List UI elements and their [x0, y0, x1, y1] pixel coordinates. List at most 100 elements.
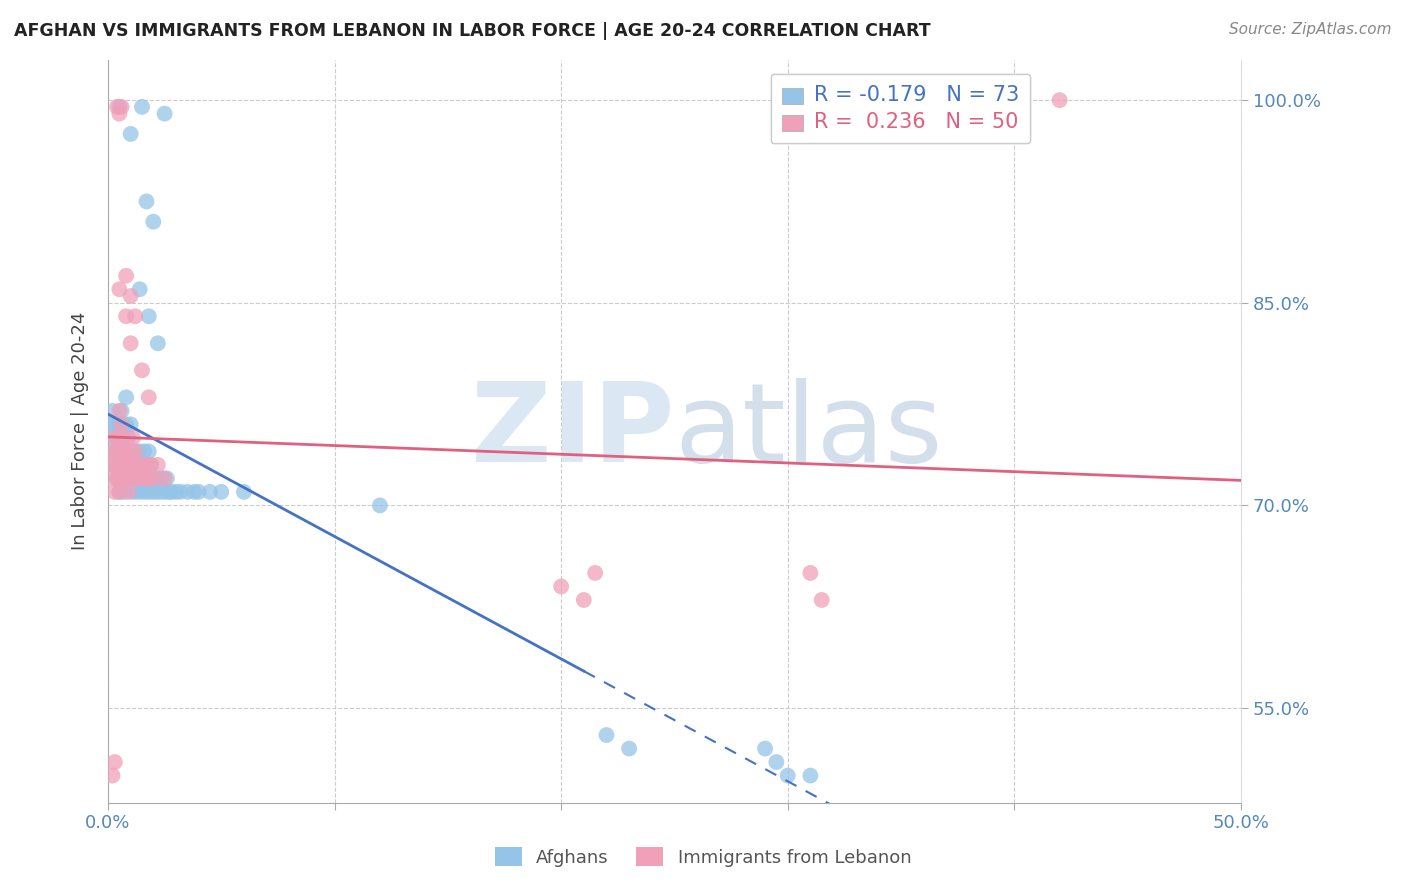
Point	[105, 471, 128, 485]
Point	[110, 471, 132, 485]
Point	[617, 741, 640, 756]
Point	[572, 593, 595, 607]
Point	[108, 484, 131, 499]
Point	[120, 444, 142, 458]
Point	[128, 444, 150, 458]
Point	[134, 471, 156, 485]
Point	[112, 458, 135, 472]
Point	[124, 444, 146, 458]
Point	[105, 444, 128, 458]
Point	[120, 471, 142, 485]
Point	[146, 336, 169, 351]
Point	[120, 417, 142, 432]
Point	[104, 431, 127, 445]
Point	[209, 484, 232, 499]
Point	[120, 444, 142, 458]
Point	[108, 484, 131, 499]
Point	[115, 268, 138, 283]
Point	[153, 106, 176, 120]
Point	[187, 484, 209, 499]
Point	[115, 471, 138, 485]
Point	[108, 106, 131, 120]
Point	[105, 471, 128, 485]
Point	[104, 755, 127, 769]
Point	[104, 417, 127, 432]
Point	[110, 417, 132, 432]
Point	[108, 100, 131, 114]
Point	[127, 458, 149, 472]
Point	[115, 471, 138, 485]
Point	[765, 755, 787, 769]
Point	[110, 444, 132, 458]
Text: AFGHAN VS IMMIGRANTS FROM LEBANON IN LABOR FORCE | AGE 20-24 CORRELATION CHART: AFGHAN VS IMMIGRANTS FROM LEBANON IN LAB…	[14, 22, 931, 40]
Point	[110, 404, 132, 418]
Point	[131, 100, 153, 114]
Point	[122, 431, 145, 445]
Point	[115, 444, 138, 458]
Point	[128, 471, 150, 485]
Point	[153, 484, 176, 499]
Point	[153, 471, 176, 485]
Point	[799, 566, 821, 580]
Point	[122, 484, 145, 499]
Point	[138, 390, 160, 404]
Point	[583, 566, 606, 580]
Point	[122, 458, 145, 472]
Point	[112, 431, 135, 445]
Point	[105, 100, 128, 114]
Point	[368, 499, 391, 513]
Point	[98, 417, 121, 432]
Point	[128, 471, 150, 485]
Point	[115, 390, 138, 404]
Point	[135, 484, 157, 499]
Point	[110, 100, 132, 114]
Point	[169, 484, 191, 499]
Point	[595, 728, 617, 742]
Point	[127, 484, 149, 499]
Point	[135, 458, 157, 472]
Point	[108, 282, 131, 296]
Point	[131, 458, 153, 472]
Point	[145, 484, 167, 499]
Point	[124, 471, 146, 485]
Point	[112, 484, 135, 499]
Point	[110, 471, 132, 485]
Point	[550, 579, 572, 593]
Point	[134, 444, 156, 458]
Point	[128, 282, 150, 296]
Text: atlas: atlas	[675, 377, 943, 484]
Point	[115, 417, 138, 432]
Point	[131, 363, 153, 377]
Point	[104, 431, 127, 445]
Point	[142, 471, 165, 485]
Point	[101, 444, 124, 458]
Point	[120, 127, 142, 141]
Point	[138, 310, 160, 324]
Point	[120, 289, 142, 303]
Point	[754, 741, 776, 756]
Point	[105, 444, 128, 458]
Point	[139, 458, 162, 472]
Point	[176, 484, 198, 499]
Point	[112, 431, 135, 445]
Point	[127, 458, 149, 472]
Point	[138, 471, 160, 485]
Point	[160, 484, 183, 499]
Point	[124, 310, 146, 324]
Point	[120, 471, 142, 485]
Point	[115, 444, 138, 458]
Point	[117, 458, 139, 472]
Point	[142, 471, 165, 485]
Point	[112, 458, 135, 472]
Point	[108, 431, 131, 445]
Point	[110, 444, 132, 458]
Point	[101, 404, 124, 418]
Legend: R = -0.179   N = 73, R =  0.236   N = 50: R = -0.179 N = 73, R = 0.236 N = 50	[770, 74, 1031, 143]
Point	[115, 310, 138, 324]
Point	[810, 593, 832, 607]
Point	[101, 768, 124, 782]
Point	[105, 431, 128, 445]
Point	[134, 471, 156, 485]
Point	[799, 768, 821, 782]
Point	[138, 471, 160, 485]
